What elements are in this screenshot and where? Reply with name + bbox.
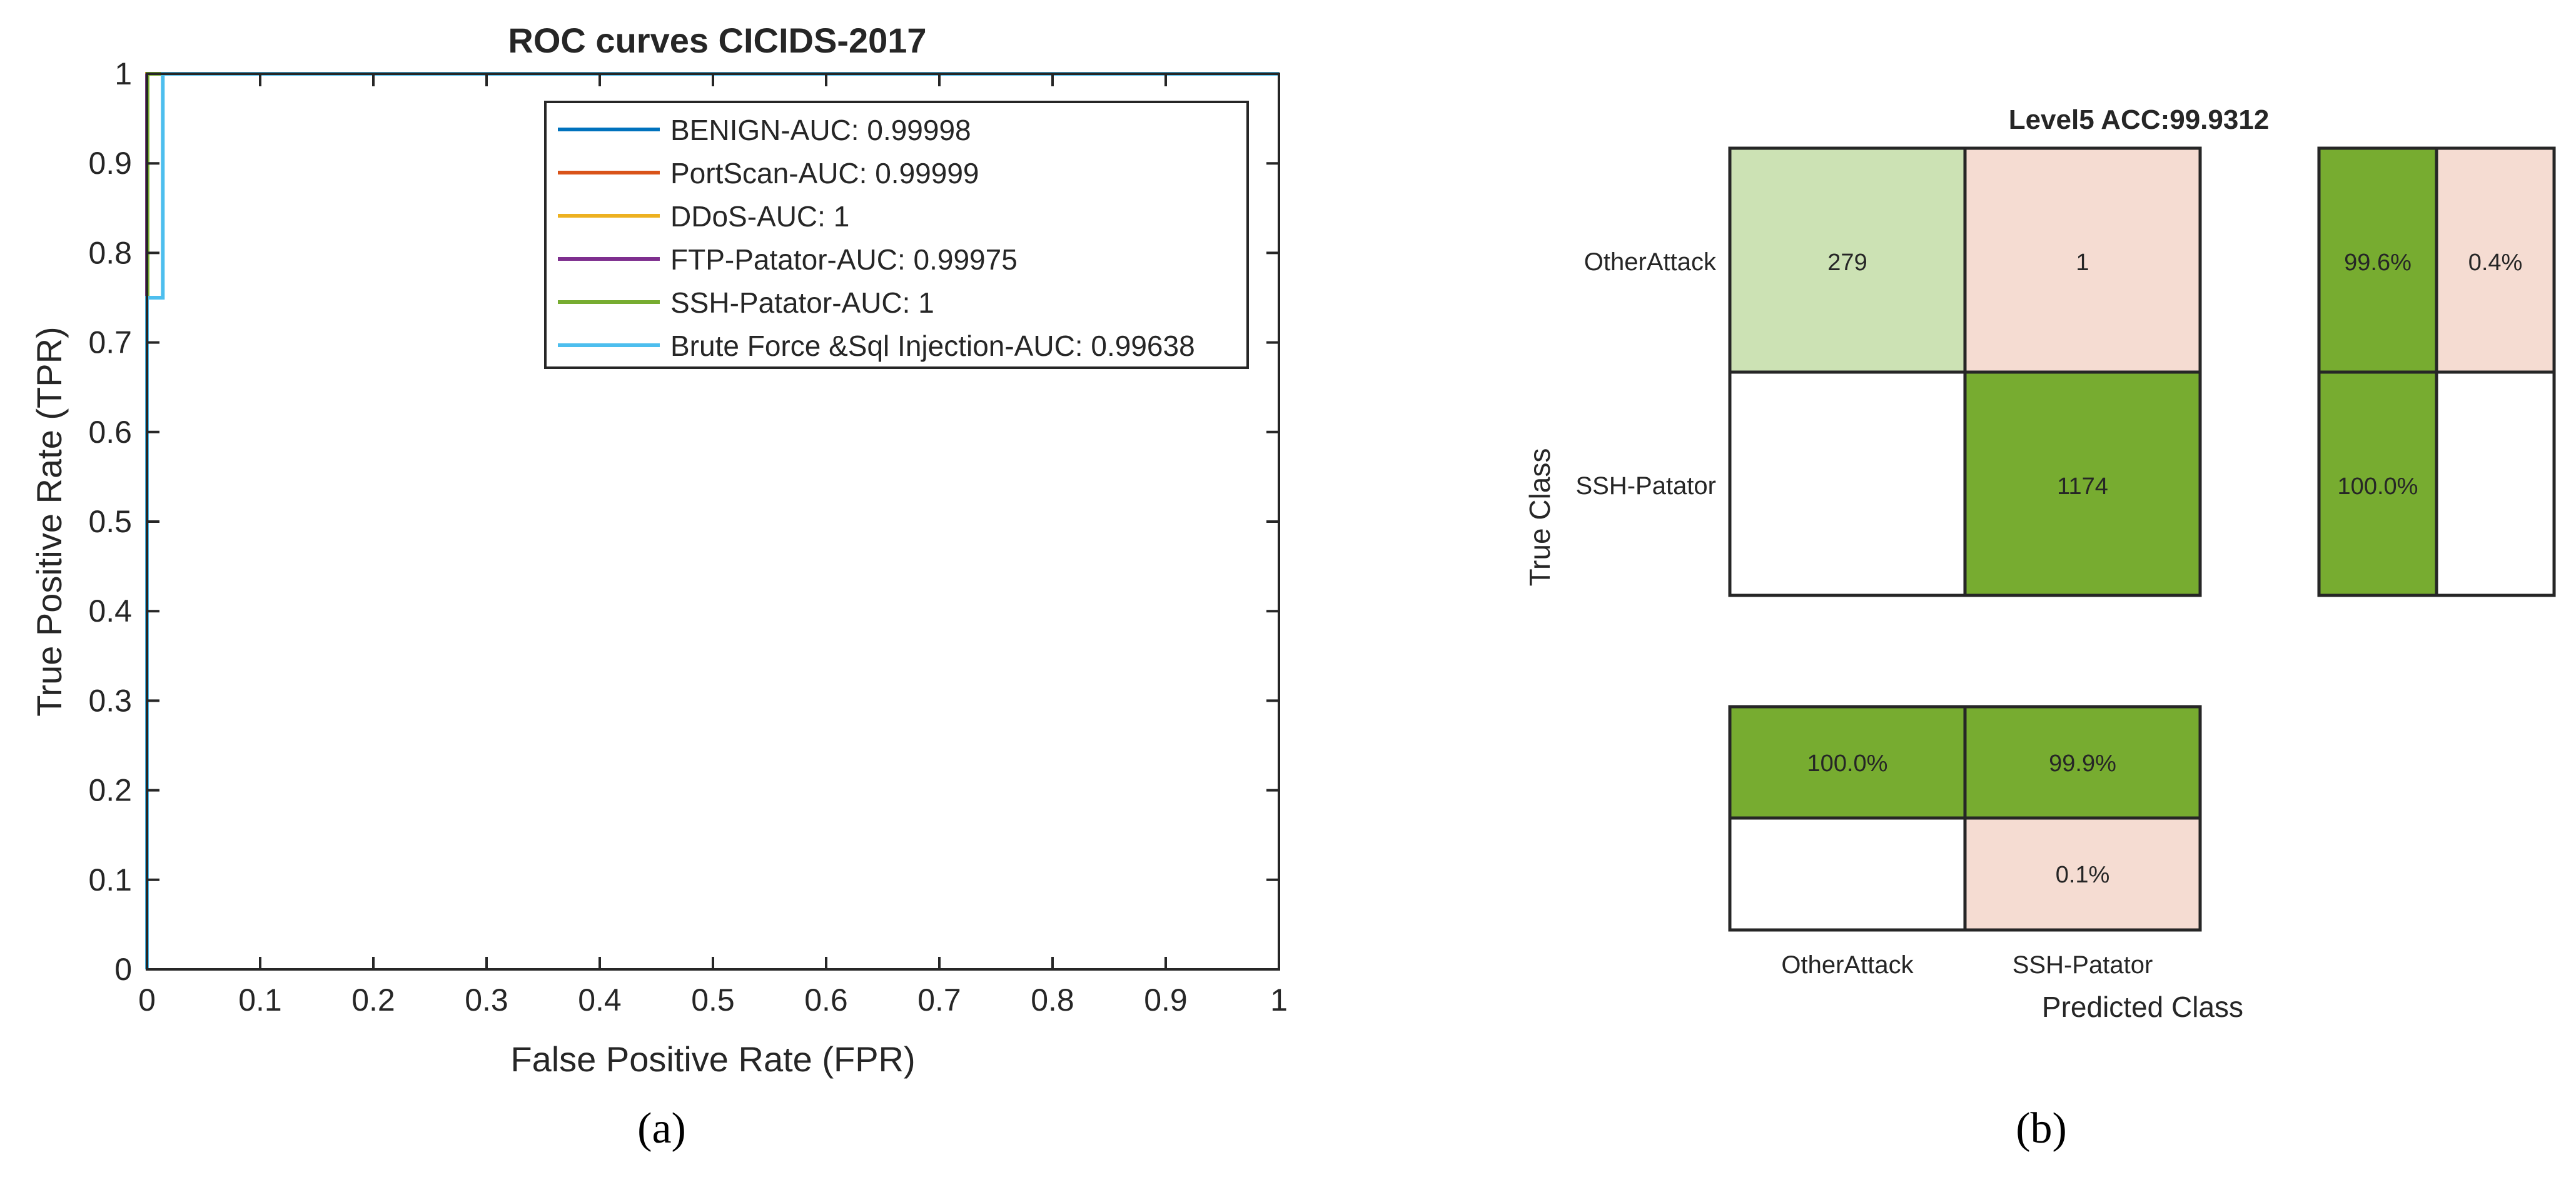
panel-label-b: (b): [2016, 1104, 2067, 1153]
cm-col-summary-text-0-1: 99.9%: [2049, 750, 2116, 777]
roc-legend-label: SSH-Patator-AUC: 1: [670, 286, 934, 319]
cm-col-label-1: SSH-Patator: [2013, 951, 2153, 979]
roc-ytick-label: 0.1: [88, 862, 132, 897]
cm-row-summary-text-1-0: 100.0%: [2338, 473, 2418, 500]
roc-legend-label: BENIGN-AUC: 0.99998: [670, 114, 971, 146]
roc-ytick-label: 0.3: [88, 683, 132, 718]
cm-ylabel: True Class: [1523, 448, 1556, 587]
cm-value-0-0: 279: [1827, 250, 1867, 276]
roc-legend-label: PortScan-AUC: 0.99999: [670, 157, 979, 189]
cm-value-0-1: 1: [2076, 250, 2089, 276]
roc-axes-box: [146, 73, 1280, 971]
cm-xlabel: Predicted Class: [2042, 991, 2243, 1023]
cm-grid: [1728, 146, 2202, 597]
cm-col-summary-grid: [1728, 705, 2202, 932]
roc-ytick-label: 0.2: [88, 773, 132, 808]
cm-cell-0-1: [1965, 148, 2200, 372]
panel-label-a: (a): [637, 1104, 686, 1153]
roc-xtick-label: 1: [1270, 983, 1288, 1018]
roc-legend: BENIGN-AUC: 0.99998 PortScan-AUC: 0.99999…: [544, 101, 1249, 369]
roc-xtick-label: 0.6: [804, 983, 848, 1018]
roc-legend-label: FTP-Patator-AUC: 0.99975: [670, 243, 1018, 276]
roc-xtick-label: 0.2: [351, 983, 395, 1018]
roc-xtick-label: 0.7: [917, 983, 961, 1018]
cm-col-summary-1-0: [1730, 818, 1965, 930]
cm-col-summary-0-1: [1965, 707, 2200, 818]
roc-ytick-label: 0: [114, 952, 132, 987]
roc-ytick-label: 0.8: [88, 235, 132, 270]
confusion-matrix-chart: Level5 ACC:99.9312 279 1 1174 99.6% 0.4%…: [1523, 104, 2556, 1153]
roc-ytick-label: 0.5: [88, 504, 132, 539]
roc-xtick-label: 0.8: [1031, 983, 1074, 1018]
roc-legend-label: DDoS-AUC: 1: [670, 200, 849, 233]
cm-title: Level5 ACC:99.9312: [2009, 104, 2270, 135]
cm-col-summary-1-1: [1965, 818, 2200, 930]
cm-row-summary-grid: [2317, 146, 2556, 597]
cm-row-summary-text-0-0: 99.6%: [2344, 250, 2412, 276]
roc-ytick-label: 0.6: [88, 415, 132, 450]
roc-ytick-label: 1: [114, 56, 132, 91]
roc-ytick-label: 0.4: [88, 594, 132, 629]
cm-cell-1-1: [1965, 372, 2200, 595]
roc-xtick-label: 0.5: [691, 983, 735, 1018]
roc-title: ROC curves CICIDS-2017: [508, 21, 926, 60]
roc-xtick-label: 0.3: [465, 983, 508, 1018]
cm-cell-1-0: [1730, 372, 1965, 595]
cm-row-summary-1-0: [2319, 372, 2437, 595]
cm-row-label-1: SSH-Patator: [1575, 472, 1716, 500]
roc-ticks: 0 0.1 0.2 0.3 0.4 0.5 0.6 0.7 0.8 0.9 1 0 0.1 0.2 0.3 0…: [88, 56, 1287, 1018]
roc-legend-label: Brute Force &Sql Injection-AUC: 0.99638: [670, 330, 1195, 362]
cm-col-summary-0-0: [1730, 707, 1965, 818]
cm-row-summary-0-1: [2437, 148, 2554, 372]
roc-xtick-label: 0: [138, 983, 156, 1018]
cm-cell-0-0: [1730, 148, 1965, 372]
roc-xlabel: False Positive Rate (FPR): [510, 1039, 915, 1079]
cm-row-summary-text-0-1: 0.4%: [2468, 250, 2523, 276]
cm-col-summary-text-0-0: 100.0%: [1807, 750, 1888, 777]
roc-xtick-label: 0.9: [1144, 983, 1188, 1018]
roc-legend-box: [544, 101, 1249, 369]
roc-xtick-label: 0.4: [578, 983, 622, 1018]
roc-ytick-label: 0.9: [88, 146, 132, 181]
cm-row-summary-1-1: [2437, 372, 2554, 595]
cm-row-label-0: OtherAttack: [1584, 248, 1717, 276]
cm-col-summary-text-1-1: 0.1%: [2056, 862, 2110, 888]
cm-col-label-0: OtherAttack: [1781, 951, 1914, 979]
roc-xtick-label: 0.1: [238, 983, 282, 1018]
roc-chart: ROC curves CICIDS-2017 0 0.1 0.2 0.3 0.4 0.5 0…: [29, 21, 1288, 1153]
roc-ytick-label: 0.7: [88, 325, 132, 360]
roc-ylabel: True Positive Rate (TPR): [29, 326, 69, 716]
cm-row-summary-0-0: [2319, 148, 2437, 372]
cm-value-1-1: 1174: [2057, 473, 2108, 500]
